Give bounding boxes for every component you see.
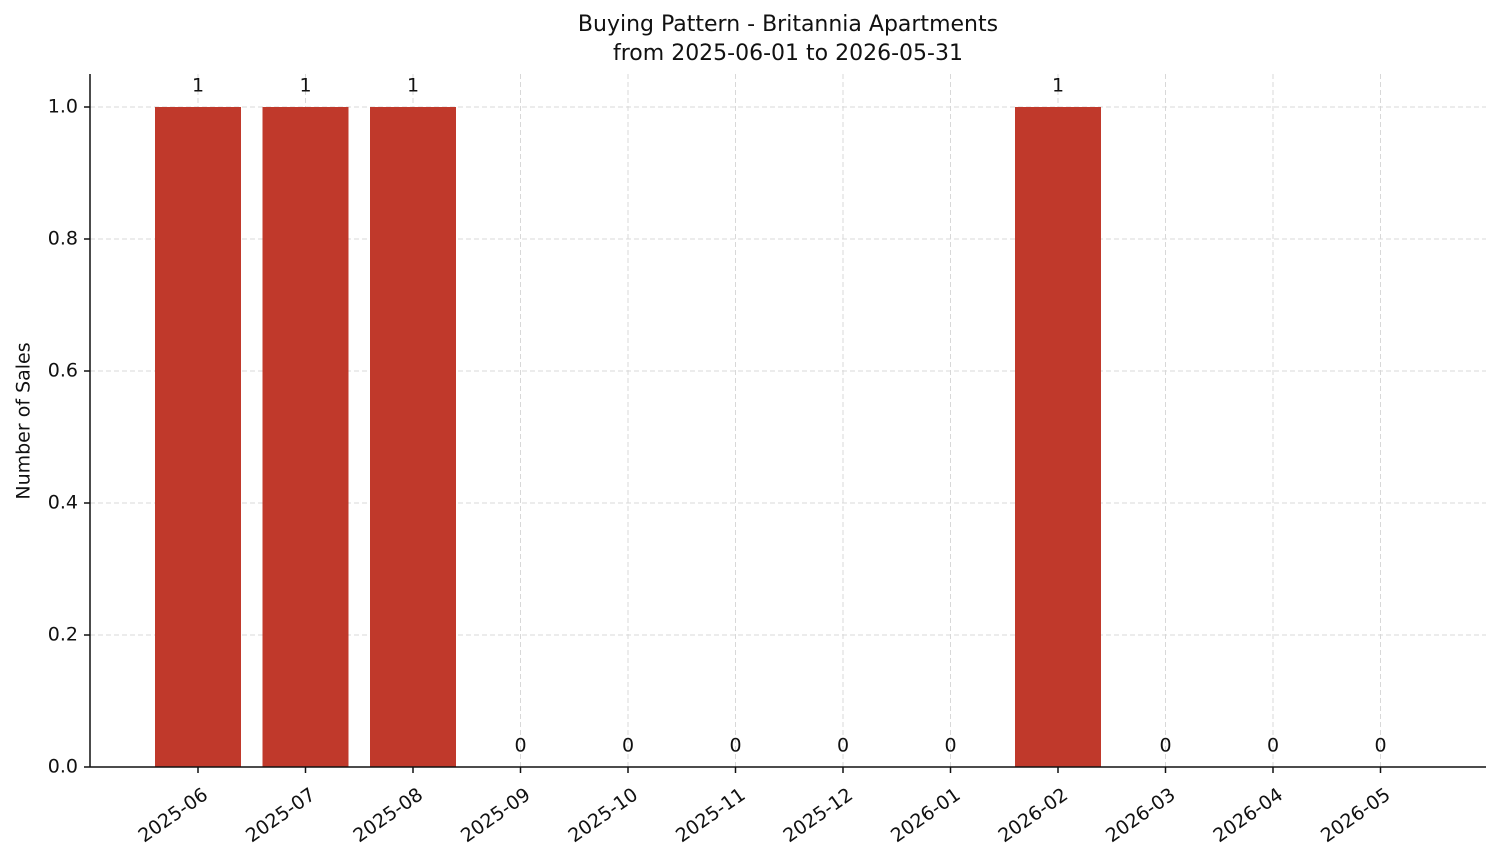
bar <box>155 107 241 767</box>
x-tick-label: 2025-10 <box>564 784 642 848</box>
x-tick-label: 2026-05 <box>1317 784 1395 848</box>
x-tick-label: 2026-02 <box>994 784 1072 848</box>
x-tick-label: 2025-11 <box>672 784 750 848</box>
y-tick-label: 0.2 <box>48 624 78 646</box>
y-axis-label: Number of Sales <box>13 342 35 499</box>
bar <box>370 107 456 767</box>
chart-subtitle: from 2025-06-01 to 2026-05-31 <box>613 41 963 66</box>
value-label: 0 <box>944 735 956 757</box>
x-tick-label: 2025-06 <box>134 784 212 848</box>
value-label: 0 <box>1159 735 1171 757</box>
y-tick-label: 0.6 <box>48 360 78 382</box>
value-label: 0 <box>1267 735 1279 757</box>
y-tick-label: 0.0 <box>48 756 78 778</box>
x-tick-label: 2025-08 <box>349 784 427 848</box>
x-tick-label: 2026-04 <box>1209 784 1287 848</box>
x-tick-label: 2025-07 <box>242 784 320 848</box>
value-label: 0 <box>837 735 849 757</box>
y-tick-label: 0.8 <box>48 228 78 250</box>
x-tick-label: 2025-12 <box>779 784 857 848</box>
value-label: 0 <box>1374 735 1386 757</box>
y-tick-label: 0.4 <box>48 492 78 514</box>
x-tick-label: 2026-01 <box>887 784 965 848</box>
value-label: 0 <box>622 735 634 757</box>
value-label: 1 <box>192 75 204 97</box>
bar <box>1015 107 1101 767</box>
x-tick-label: 2026-03 <box>1102 784 1180 848</box>
bar <box>262 107 349 767</box>
x-tick-label: 2025-09 <box>457 784 535 848</box>
chart-title: Buying Pattern - Britannia Apartments <box>578 12 998 37</box>
value-label: 1 <box>1052 75 1064 97</box>
y-tick-label: 1.0 <box>48 96 78 118</box>
value-label: 0 <box>729 735 741 757</box>
value-label: 1 <box>299 75 311 97</box>
value-label: 1 <box>407 75 419 97</box>
value-label: 0 <box>514 735 526 757</box>
